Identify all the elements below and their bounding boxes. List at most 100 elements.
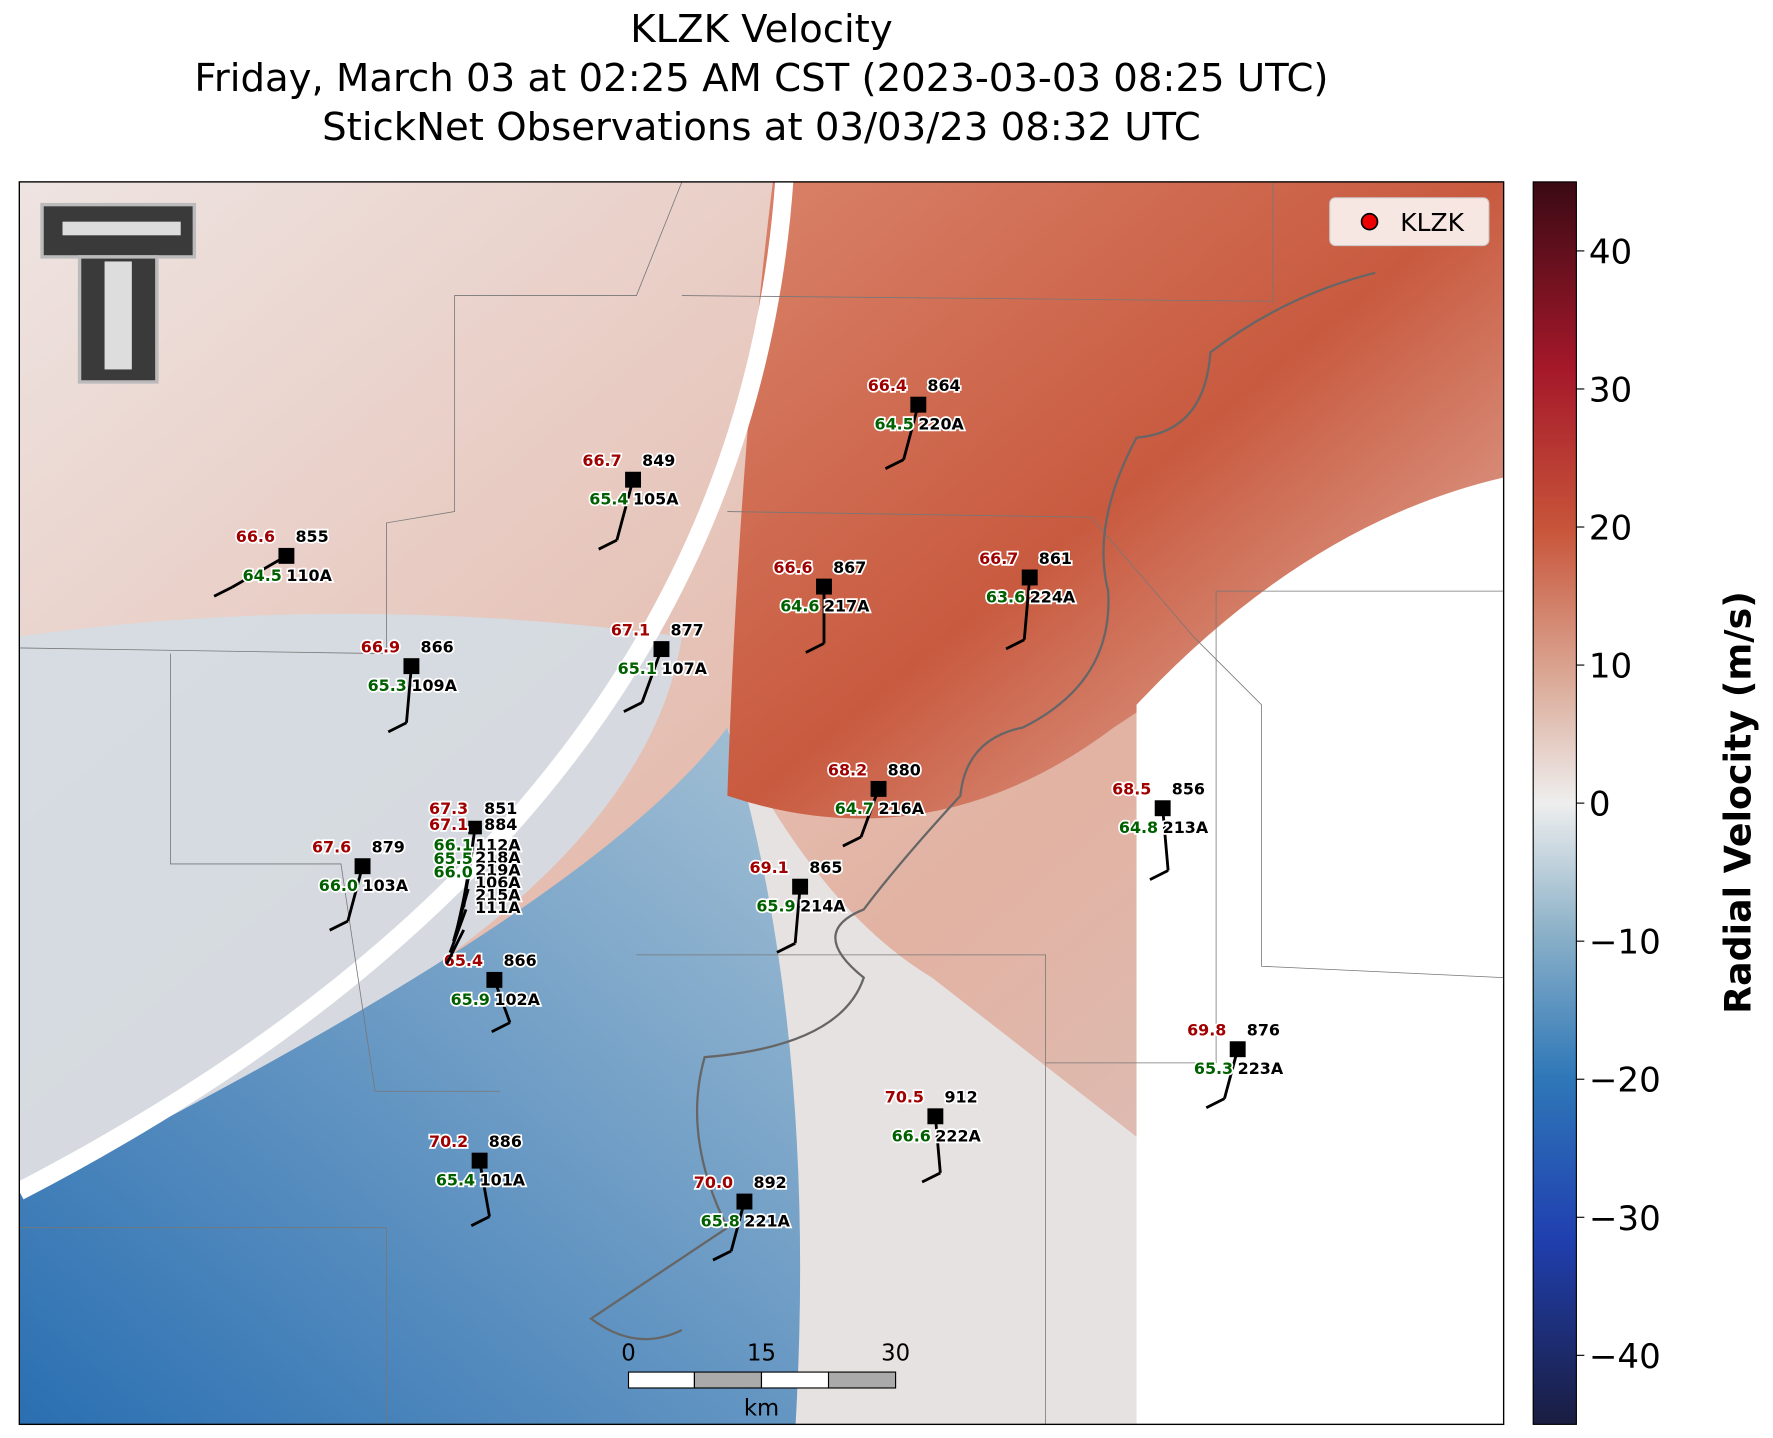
scale-label: 30: [881, 1341, 910, 1367]
wind-barb: [231, 554, 288, 589]
colorbar-tick-label: 20: [1589, 509, 1632, 549]
wind-barb: [1205, 1097, 1226, 1110]
dewpoint: 65.8: [701, 1212, 740, 1231]
station-id: 106A: [475, 873, 521, 892]
pressure: 876: [1247, 1021, 1280, 1040]
station-id: 101A: [480, 1171, 526, 1190]
dewpoint: 65.1: [618, 659, 657, 678]
temperature: 66.7: [979, 549, 1018, 568]
pressure: 861: [1039, 549, 1072, 568]
dewpoint: 63.6: [986, 587, 1025, 606]
wind-barb: [921, 1171, 941, 1184]
wind-barb: [615, 479, 635, 541]
scale-bar: 0 15 30 km: [621, 1341, 910, 1422]
temperature: 69.1: [750, 858, 789, 877]
ttu-logo: [40, 202, 197, 384]
pressure: 879: [372, 838, 405, 857]
pressure: 866: [503, 951, 536, 970]
temperature: 67.6: [312, 838, 351, 857]
station-id: 223A: [1238, 1059, 1284, 1078]
station-marker: [354, 858, 371, 875]
station-marker: [1021, 569, 1038, 586]
scale-label: 0: [621, 1341, 635, 1367]
dewpoint: 64.5: [243, 566, 282, 585]
station-marker: [1154, 800, 1171, 817]
dewpoint: 65.3: [368, 676, 407, 695]
dewpoint: 66.0: [434, 863, 473, 882]
colorbar-tick-label: −30: [1589, 1199, 1661, 1239]
observation-time: StickNet Observations at 03/03/23 08:32 …: [322, 105, 1201, 150]
colorbar-label: Radial Velocity (m/s): [1716, 591, 1759, 1014]
wind-barb: [387, 721, 408, 734]
temperature: 67.1: [611, 620, 650, 639]
dewpoint: 65.4: [589, 490, 628, 509]
subtitle: Friday, March 03 at 02:25 AM CST (2023-0…: [194, 56, 1328, 101]
station-marker: [486, 971, 503, 988]
title: KLZK Velocity: [630, 7, 892, 52]
pressure: 880: [888, 760, 921, 779]
scale-label: 15: [747, 1341, 776, 1367]
station-marker: [792, 878, 809, 895]
station-marker: [625, 471, 642, 488]
wind-barb: [491, 1021, 511, 1033]
temperature: 66.7: [582, 451, 621, 470]
station-id: 213A: [1163, 818, 1209, 837]
dewpoint: 64.7: [835, 799, 874, 818]
wind-barb: [478, 1160, 491, 1217]
colorbar-tick-label: −10: [1589, 923, 1661, 963]
temperature: 68.5: [1112, 780, 1151, 799]
station-id: 110A: [286, 566, 332, 585]
temperature: 70.2: [429, 1132, 468, 1151]
radar-field: [19, 181, 1504, 1425]
station-marker: [736, 1193, 753, 1210]
wind-barb: [213, 585, 233, 598]
station-id: 111A: [475, 898, 521, 917]
wind-barb: [805, 642, 825, 654]
dewpoint: 64.8: [1119, 818, 1158, 837]
dewpoint: 66.6: [892, 1126, 931, 1145]
wind-barb: [346, 865, 364, 922]
wind-barb: [1005, 638, 1025, 651]
wind-barb: [884, 458, 905, 470]
station-id: 218A: [475, 848, 521, 867]
wind-barb: [842, 835, 862, 848]
station-id: 112A: [475, 835, 521, 854]
station-id: 102A: [494, 990, 540, 1009]
pressure: 867: [833, 558, 866, 577]
pressure: 856: [1172, 780, 1205, 799]
wind-barb: [776, 942, 796, 954]
station-marker: [468, 820, 482, 835]
dewpoint: 64.6: [780, 597, 819, 616]
station-marker: [278, 547, 295, 564]
pressure: 849: [642, 451, 675, 470]
wind-barb: [640, 648, 663, 703]
station-id: 221A: [744, 1212, 790, 1231]
temperature: 66.4: [868, 376, 907, 395]
station-id: 109A: [411, 676, 457, 695]
wind-barb: [452, 888, 470, 942]
station-id: 105A: [633, 490, 679, 509]
station-id: 103A: [363, 876, 409, 895]
station-marker: [1229, 1041, 1246, 1058]
pressure: 884: [484, 815, 517, 834]
station-id: 214A: [800, 897, 846, 916]
colorbar: [1532, 181, 1577, 1425]
wind-barb: [329, 919, 349, 932]
legend: KLZK: [1329, 197, 1490, 247]
temperature: 66.9: [361, 637, 400, 656]
station-marker: [927, 1108, 944, 1125]
wind-barb: [445, 929, 465, 965]
wind-barb: [712, 1249, 732, 1262]
dewpoint: 65.9: [451, 990, 490, 1009]
dewpoint: 65.9: [756, 897, 795, 916]
pressure: 892: [754, 1173, 787, 1192]
wind-barb: [405, 666, 413, 723]
station-marker: [403, 658, 420, 675]
station-marker: [471, 1152, 488, 1169]
station-id: 224A: [1030, 587, 1076, 606]
temperature: 67.3: [429, 799, 468, 818]
wind-barb: [859, 788, 880, 838]
station-marker: [816, 578, 832, 595]
wind-barb: [470, 1215, 491, 1227]
